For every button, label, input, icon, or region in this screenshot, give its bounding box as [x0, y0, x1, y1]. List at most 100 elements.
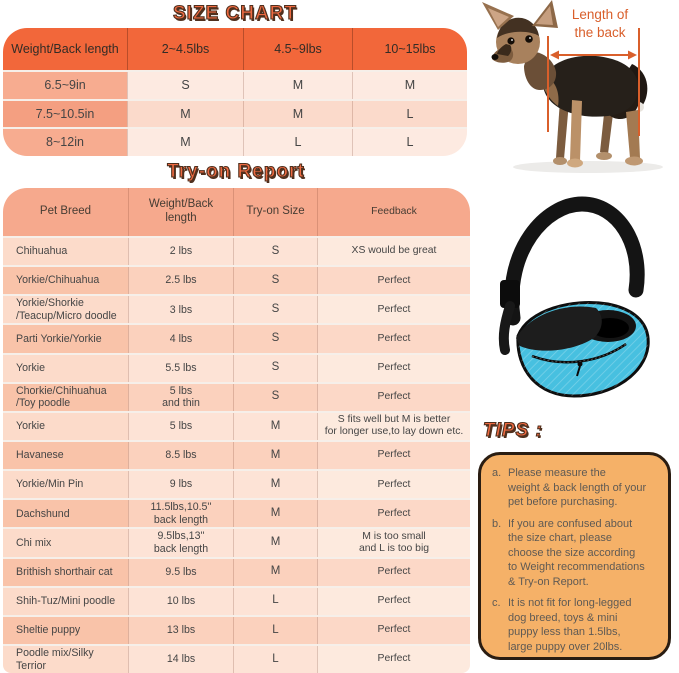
size-cell: M: [127, 129, 243, 156]
size-cell: M: [127, 100, 243, 128]
weight-cell: 5 lbs and thin: [128, 383, 233, 411]
pet-breed-cell: Yorkie/Min Pin: [3, 471, 128, 499]
pet-breed-cell: Chi mix: [3, 529, 128, 557]
feedback-cell: XS would be great: [317, 238, 470, 266]
column-header-feedback: Feedback: [317, 188, 470, 236]
pet-breed-cell: Poodle mix/Silky Terrior: [3, 645, 128, 673]
table-row: 8~12in M L L: [3, 127, 467, 156]
feedback-cell: M is too small and L is too big: [317, 529, 470, 557]
tip-label: b.: [492, 517, 502, 530]
tip-text: It is not fit for long-legged dog breed,…: [508, 597, 632, 653]
table-row: Yorkie/Chihuahua 2.5 lbs S Perfect: [3, 265, 470, 295]
tryon-size-cell: S: [233, 325, 317, 353]
weight-cell: 8.5 lbs: [128, 441, 233, 470]
tryon-size-cell: M: [233, 471, 317, 499]
size-cell: M: [243, 72, 352, 99]
column-header-4-5-9lbs: 4.5~9lbs: [243, 28, 352, 70]
size-cell: M: [352, 72, 467, 99]
weight-cell: 9 lbs: [128, 471, 233, 499]
pet-breed-cell: Yorkie/Chihuahua: [3, 267, 128, 295]
size-cell: S: [127, 72, 243, 99]
size-cell: M: [243, 100, 352, 128]
weight-cell: 5.5 lbs: [128, 354, 233, 382]
pet-breed-cell: Shih-Tuz/Mini poodle: [3, 587, 128, 615]
tryon-size-cell: M: [233, 441, 317, 470]
pet-sling-carrier-illustration: [498, 196, 650, 398]
tryon-size-cell: S: [233, 267, 317, 295]
back-length-cell: 7.5~10.5in: [3, 100, 127, 128]
weight-cell: 2.5 lbs: [128, 267, 233, 295]
feedback-cell: Perfect: [317, 616, 470, 644]
table-row: Chihuahua 2 lbs S XS would be great: [3, 236, 470, 266]
tryon-size-cell: S: [233, 354, 317, 382]
strap-slider: [500, 280, 520, 308]
chihuahua-photo-illustration: [482, 0, 663, 173]
column-header-weight-back-length: Weight/Back length: [128, 188, 233, 236]
feedback-cell: Perfect: [317, 325, 470, 353]
weight-cell: 9.5 lbs: [128, 558, 233, 586]
pet-breed-cell: Parti Yorkie/Yorkie: [3, 325, 128, 353]
back-length-cell: 8~12in: [3, 129, 127, 156]
weight-cell: 9.5lbs,13'' back length: [128, 529, 233, 557]
feedback-cell: Perfect: [317, 354, 470, 382]
strap-end: [498, 301, 515, 355]
pet-breed-cell: Chihuahua: [3, 238, 128, 266]
back-length-measure-lines: [547, 28, 640, 136]
back-length-cell: 6.5~9in: [3, 72, 127, 99]
weight-cell: 13 lbs: [128, 616, 233, 644]
pet-breed-cell: Sheltie puppy: [3, 616, 128, 644]
feedback-cell: Perfect: [317, 383, 470, 411]
feedback-cell: Perfect: [317, 558, 470, 586]
tryon-size-cell: S: [233, 296, 317, 324]
table-row: Yorkie/Shorkie /Teacup/Micro doodle 3 lbs…: [3, 294, 470, 324]
tip-text: Please measure the weight & back length …: [508, 467, 647, 508]
table-row: Chi mix 9.5lbs,13'' back length M M is too …: [3, 527, 470, 557]
table-row: Sheltie puppy 13 lbs L Perfect: [3, 614, 470, 644]
table-row: Havanese 8.5 lbs M Perfect: [3, 439, 470, 470]
feedback-cell: Perfect: [317, 441, 470, 470]
pet-breed-cell: Chorkie/Chihuahua /Toy poodle: [3, 383, 128, 411]
tips-box: a. Please measure the weight & back leng…: [478, 452, 671, 660]
bag-strap: [504, 196, 645, 326]
weight-cell: 11.5lbs,10.5'' back length: [128, 500, 233, 528]
table-row: Brithish shorthair cat 9.5 lbs M Perfect: [3, 556, 470, 586]
pet-breed-cell: Brithish shorthair cat: [3, 558, 128, 586]
table-row: 6.5~9in S M M: [3, 70, 467, 99]
table-row: Chorkie/Chihuahua /Toy poodle 5 lbs and t…: [3, 381, 470, 411]
tryon-size-cell: L: [233, 645, 317, 673]
tip-item-c: c. It is not fit for long-legged dog bre…: [492, 596, 660, 654]
weight-cell: 3 lbs: [128, 296, 233, 324]
pet-breed-cell: Havanese: [3, 441, 128, 470]
weight-cell: 2 lbs: [128, 238, 233, 266]
weight-cell: 10 lbs: [128, 587, 233, 615]
tryon-size-cell: S: [233, 238, 317, 266]
column-header-2-4-5lbs: 2~4.5lbs: [127, 28, 243, 70]
size-chart-table: Weight/Back length 2~4.5lbs 4.5~9lbs 10~…: [3, 28, 467, 156]
feedback-cell: Perfect: [317, 296, 470, 324]
table-row: Yorkie/Min Pin 9 lbs M Perfect: [3, 469, 470, 499]
column-header-pet-breed: Pet Breed: [3, 188, 128, 236]
tryon-report-title: Try-on Report: [167, 160, 305, 182]
pet-breed-cell: Dachshund: [3, 500, 128, 528]
table-row: Yorkie 5.5 lbs S Perfect: [3, 352, 470, 382]
feedback-cell: Perfect: [317, 500, 470, 528]
weight-cell: 5 lbs: [128, 412, 233, 440]
tryon-size-cell: M: [233, 529, 317, 557]
size-cell: L: [243, 129, 352, 156]
tip-text: If you are confused about the size chart…: [508, 517, 645, 588]
column-header-10-15lbs: 10~15lbs: [352, 28, 467, 70]
weight-cell: 4 lbs: [128, 325, 233, 353]
pet-breed-cell: Yorkie/Shorkie /Teacup/Micro doodle: [3, 296, 128, 324]
feedback-cell: Perfect: [317, 471, 470, 499]
table-row: Shih-Tuz/Mini poodle 10 lbs L Perfect: [3, 585, 470, 615]
tryon-size-cell: M: [233, 500, 317, 528]
tryon-size-cell: L: [233, 587, 317, 615]
back-length-annotation: Length of the back: [571, 7, 629, 41]
table-row: 7.5~10.5in M M L: [3, 98, 467, 128]
tip-item-b: b. If you are confused about the size ch…: [492, 517, 660, 590]
pet-breed-cell: Yorkie: [3, 354, 128, 382]
tryon-header-row: Pet Breed Weight/Back length Try-on Size…: [3, 188, 470, 236]
feedback-cell: Perfect: [317, 587, 470, 615]
feedback-cell: S fits well but M is better for longer u…: [317, 412, 470, 440]
